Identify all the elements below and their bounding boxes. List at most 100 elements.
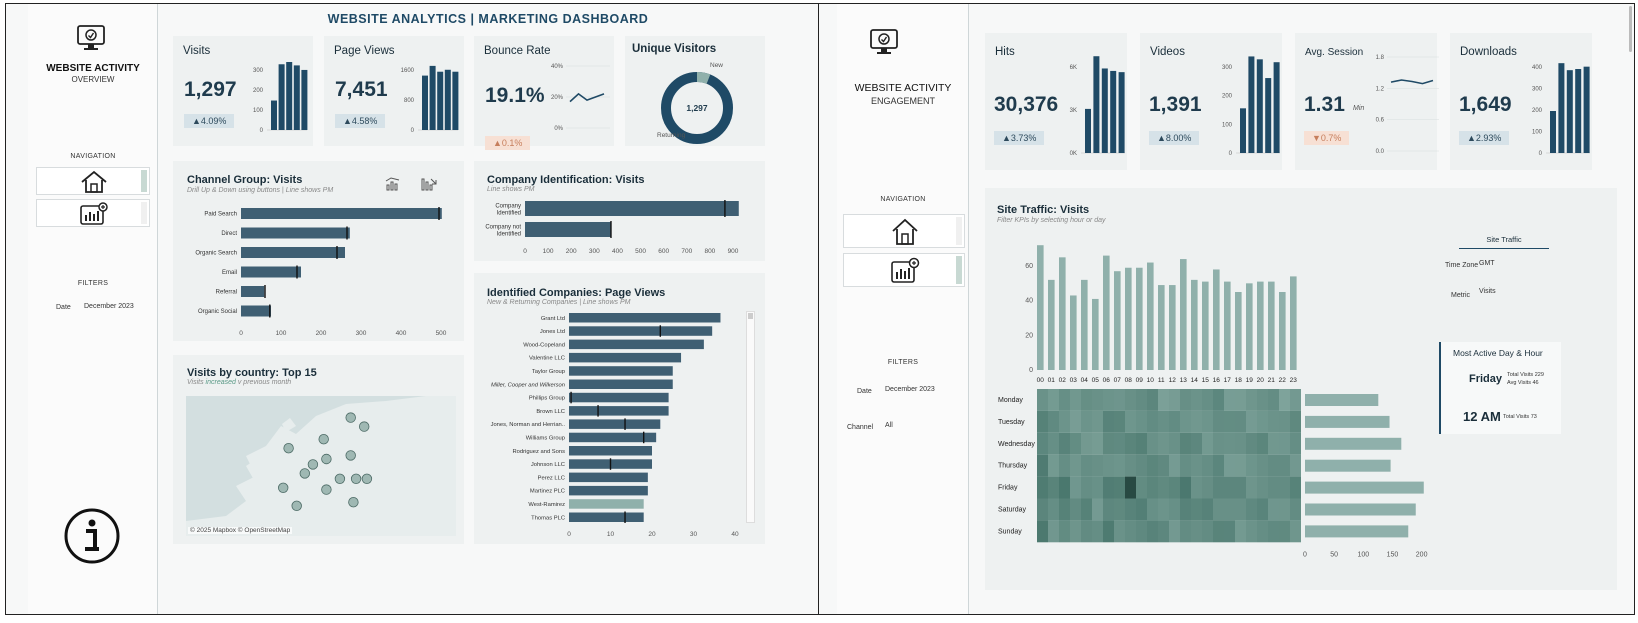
heatmap-cell (1279, 520, 1290, 543)
heatmap-cell (1125, 432, 1136, 455)
bar (569, 366, 673, 376)
kpi-card-visits[interactable]: Visits 1,297 ▲4.09% 300 200 100 0 (173, 36, 313, 146)
heatmap-cell (1279, 410, 1290, 433)
site-traffic-panel-underline (1459, 248, 1549, 249)
heatmap-cell (1048, 498, 1059, 521)
bar (569, 313, 721, 323)
filter-channel-value[interactable]: All (885, 422, 893, 429)
heatmap-cell (1037, 389, 1048, 411)
spark-bar (429, 65, 436, 130)
sidebar-title: WEBSITE ACTIVITY (854, 82, 952, 94)
bar (569, 446, 652, 456)
heatmap-cell (1213, 476, 1224, 499)
heatmap-cell (1246, 498, 1257, 521)
window-scrollbar[interactable] (1629, 6, 1632, 52)
kpi-card-unique-visitors[interactable]: Unique Visitors 1,297 New Returning (625, 36, 765, 146)
heatmap-cell (1191, 410, 1202, 433)
drill-up-icon[interactable] (385, 177, 401, 191)
kpi-delta: ▲4.58% (335, 114, 386, 128)
country-marker (299, 468, 311, 479)
card-title: Visits by country: Top 15 (187, 367, 317, 379)
axis-tick-label: 500 (635, 248, 646, 255)
heatmap-cell (1158, 410, 1169, 433)
heatmap-cell (1147, 389, 1158, 411)
axis-tick-label: 10 (607, 531, 615, 538)
heatmap-cell (1169, 410, 1180, 433)
category-label: Martinez PLC (530, 489, 565, 495)
heatmap-cell (1290, 410, 1301, 433)
heatmap-cell (1257, 432, 1268, 455)
day-label: Thursday (998, 463, 1028, 470)
country-marker (283, 443, 294, 454)
category-label: Brown LLC (536, 409, 565, 415)
kpi-card-avg-session[interactable]: Avg. Session 1.31 Min ▼0.7% 1.8 1.2 0.6 0.0 (1295, 33, 1439, 170)
nav-home-button[interactable] (36, 167, 150, 195)
filter-channel-label: Channel (847, 424, 874, 431)
bar (241, 208, 442, 219)
nav-engagement-button[interactable] (843, 253, 965, 287)
identified-scrollbar[interactable] (746, 311, 755, 523)
heatmap-cell (1224, 498, 1235, 521)
kpi-card-bounce-rate[interactable]: Bounce Rate 19.1% ▲0.1% 40% 20% 0% (474, 36, 614, 150)
kpi-title: Downloads (1460, 46, 1517, 58)
card-subtitle: New & Returning Companies | Line shows P… (487, 299, 630, 306)
channel-bar-chart: Paid Search Direct Organic Search Email Refe… (195, 207, 447, 337)
heatmap-cell (1147, 432, 1158, 455)
category-label: Referral (216, 290, 237, 296)
axis-tick-label: 0K (1070, 151, 1077, 157)
axis-tick-label: 0 (1029, 367, 1033, 374)
category-label: Taylor Group (532, 369, 565, 375)
kpi-card-downloads[interactable]: Downloads 1,649 ▲2.93% 400 300 200 100 0 (1450, 33, 1592, 170)
heatmap-cell (1092, 432, 1103, 455)
category-label: Thomas PLC (531, 515, 565, 521)
kpi-value: 1,391 (1149, 93, 1202, 116)
drill-down-icon[interactable] (421, 177, 437, 191)
heatmap-cell (1158, 476, 1169, 499)
axis-tick-label: 200 (316, 330, 327, 337)
day-bar (1305, 503, 1416, 516)
heatmap-cell (1191, 454, 1202, 477)
outer-border (5, 3, 1635, 615)
bar (569, 419, 661, 429)
kpi-card-page-views[interactable]: Page Views 7,451 ▲4.58% 1600 800 0 (324, 36, 464, 146)
metric-value[interactable]: Visits (1479, 288, 1496, 295)
axis-tick-label: 900 (728, 248, 739, 255)
heatmap-cell (1235, 454, 1246, 477)
heatmap-cell (1147, 498, 1158, 521)
hour-bar (1169, 285, 1176, 370)
hour-bar (1180, 259, 1187, 370)
heatmap-cell (1125, 454, 1136, 477)
heatmap-cell (1125, 520, 1136, 543)
nav-home-button[interactable] (843, 214, 965, 248)
europe-map[interactable] (186, 396, 456, 536)
scrollbar-thumb[interactable] (748, 313, 753, 319)
hour-label: 23 (1290, 377, 1298, 384)
heatmap-cell (1290, 432, 1301, 455)
heatmap-cell (1114, 476, 1125, 499)
home-icon (892, 218, 918, 245)
most-active-title: Most Active Day & Hour (1453, 348, 1543, 358)
unique-visitors-donut (661, 72, 733, 144)
axis-tick-label: 20% (551, 95, 564, 101)
heatmap-cell (1136, 432, 1147, 455)
country-marker (321, 484, 332, 495)
hour-label: 06 (1103, 377, 1111, 384)
category-label: West-Ramirez (528, 502, 565, 508)
map-attribution: © 2025 Mapbox © OpenStreetMap (188, 527, 293, 534)
kpi-card-videos[interactable]: Videos 1,391 ▲8.00% 300 200 100 0 (1140, 33, 1282, 170)
axis-tick-label: 800 (404, 98, 415, 104)
category-label: Company (495, 204, 521, 210)
country-marker (307, 459, 319, 470)
nav-engagement-button[interactable] (36, 199, 150, 227)
info-icon[interactable] (62, 508, 122, 564)
filter-date-value[interactable]: December 2023 (84, 303, 134, 310)
heatmap-cell (1059, 454, 1070, 477)
kpi-card-hits[interactable]: Hits 30,376 ▲3.73% 6K 3K 0K (985, 33, 1127, 170)
heatmap-cell (1081, 410, 1092, 433)
time-zone-value[interactable]: GMT (1479, 260, 1495, 267)
spark-bar (1093, 56, 1100, 153)
hour-label: 20 (1257, 377, 1265, 384)
heatmap-cell (1268, 498, 1279, 521)
filter-date-value[interactable]: December 2023 (885, 386, 935, 393)
